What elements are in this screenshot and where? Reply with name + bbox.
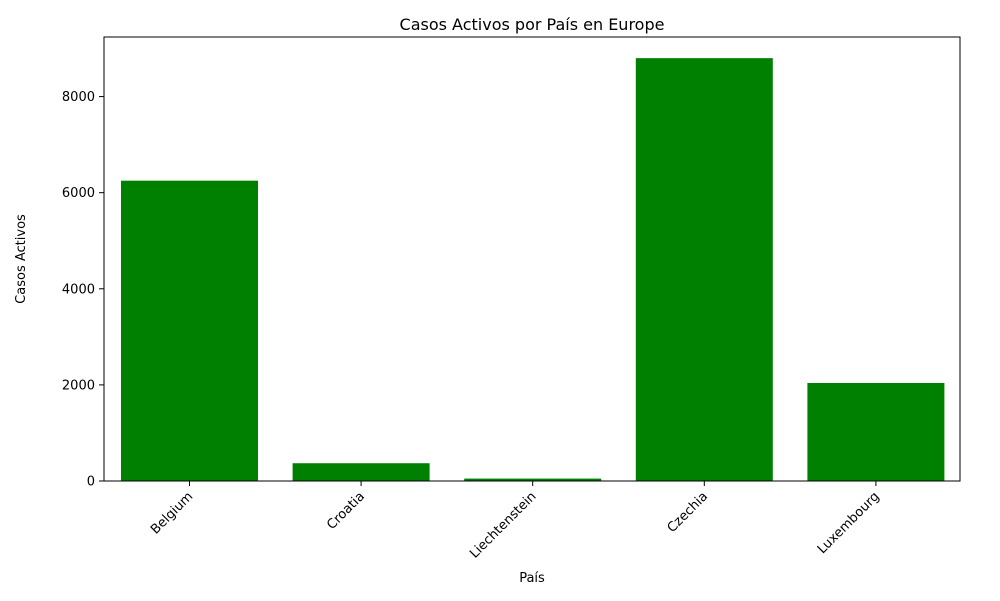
bar-liechtenstein [464,478,602,481]
bars-group [121,58,945,482]
bar-czechia [635,58,773,482]
bar-luxembourg [807,382,945,481]
y-tick-label: 2000 [62,378,95,393]
x-tick-label: Croatia [324,489,368,533]
plot-frame [103,36,961,482]
chart-title: Casos Activos por País en Europe [400,15,665,34]
y-axis-ticks: 0 2000 4000 6000 8000 [62,90,104,490]
bar-croatia [292,463,430,481]
y-tick-label: 4000 [62,282,95,297]
x-tick-label: Belgium [148,489,196,537]
y-tick-label: 8000 [62,90,95,105]
x-tick-label: Luxembourg [815,489,883,557]
x-tick-label: Liechtenstein [467,489,539,561]
y-tick-label: 6000 [62,186,95,201]
x-tick-label: Czechia [665,489,712,536]
x-axis-label: País [519,571,545,586]
bar-belgium [121,180,258,481]
y-axis-label: Casos Activos [14,214,29,304]
y-tick-label: 0 [87,475,95,490]
x-axis-ticks: Belgium Croatia Liechtenstein Czechia Luxemb… [148,481,883,562]
